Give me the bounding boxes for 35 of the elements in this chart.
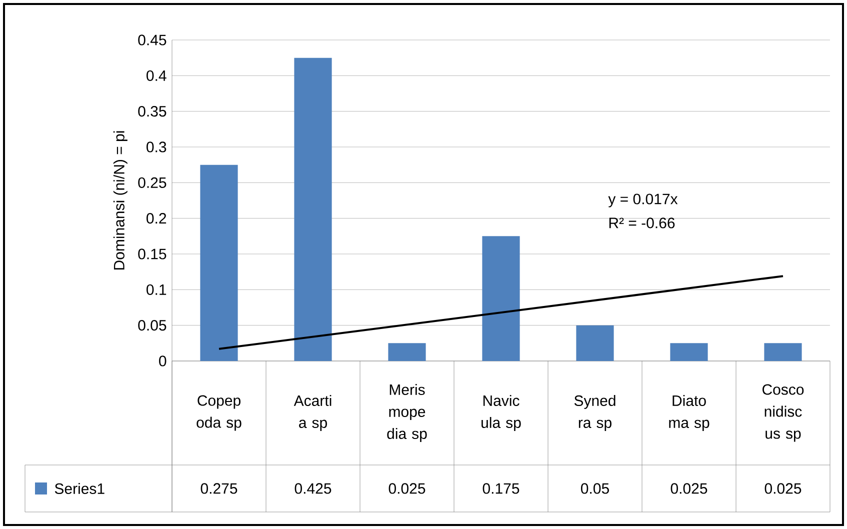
bar (670, 343, 708, 361)
data-label: 0.275 (200, 483, 238, 494)
data-label: 0.025 (670, 483, 708, 494)
bar (764, 343, 802, 361)
x-tick-label: Navic ula sp (482, 394, 521, 431)
y-tick-label: 0.2 (146, 213, 166, 224)
y-tick-label: 0.15 (138, 248, 166, 260)
y-tick-label: 0.35 (138, 106, 166, 117)
y-tick-label: 0.05 (138, 320, 166, 331)
data-label: 0.425 (294, 483, 332, 494)
x-tick-label: Diato ma sp (669, 394, 710, 431)
x-tick-label: Meris mope dia sp (387, 384, 427, 442)
x-tick-label: Copep oda sp (196, 395, 242, 431)
y-tick-label: 0.45 (138, 34, 166, 46)
data-label: 0.025 (764, 483, 802, 494)
annotation: R² = -0.66 (609, 218, 675, 228)
x-tick-label: Acarti a sp (294, 394, 332, 431)
x-tick-label: Cosco nidisc us sp (762, 384, 804, 442)
bar (576, 325, 614, 361)
annotation: y = 0.017x (608, 194, 678, 208)
y-tick-label: 0 (159, 356, 166, 366)
data-label: 0.025 (388, 483, 426, 494)
bar (482, 236, 520, 361)
bar (200, 164, 238, 361)
x-tick-label: Syned ra sp (574, 394, 616, 431)
y-tick-label: 0.1 (146, 284, 166, 295)
legend-label: Series1 (54, 482, 104, 494)
bar (294, 58, 332, 361)
data-label: 0.05 (580, 483, 609, 494)
y-tick-label: 0.4 (146, 70, 166, 81)
y-tick-label: 0.25 (138, 177, 166, 188)
data-label: 0.175 (482, 483, 520, 494)
bar (388, 343, 426, 361)
y-axis-title: Dominansi (ni/N) = pi (113, 131, 128, 270)
y-tick-label: 0.3 (146, 142, 166, 152)
